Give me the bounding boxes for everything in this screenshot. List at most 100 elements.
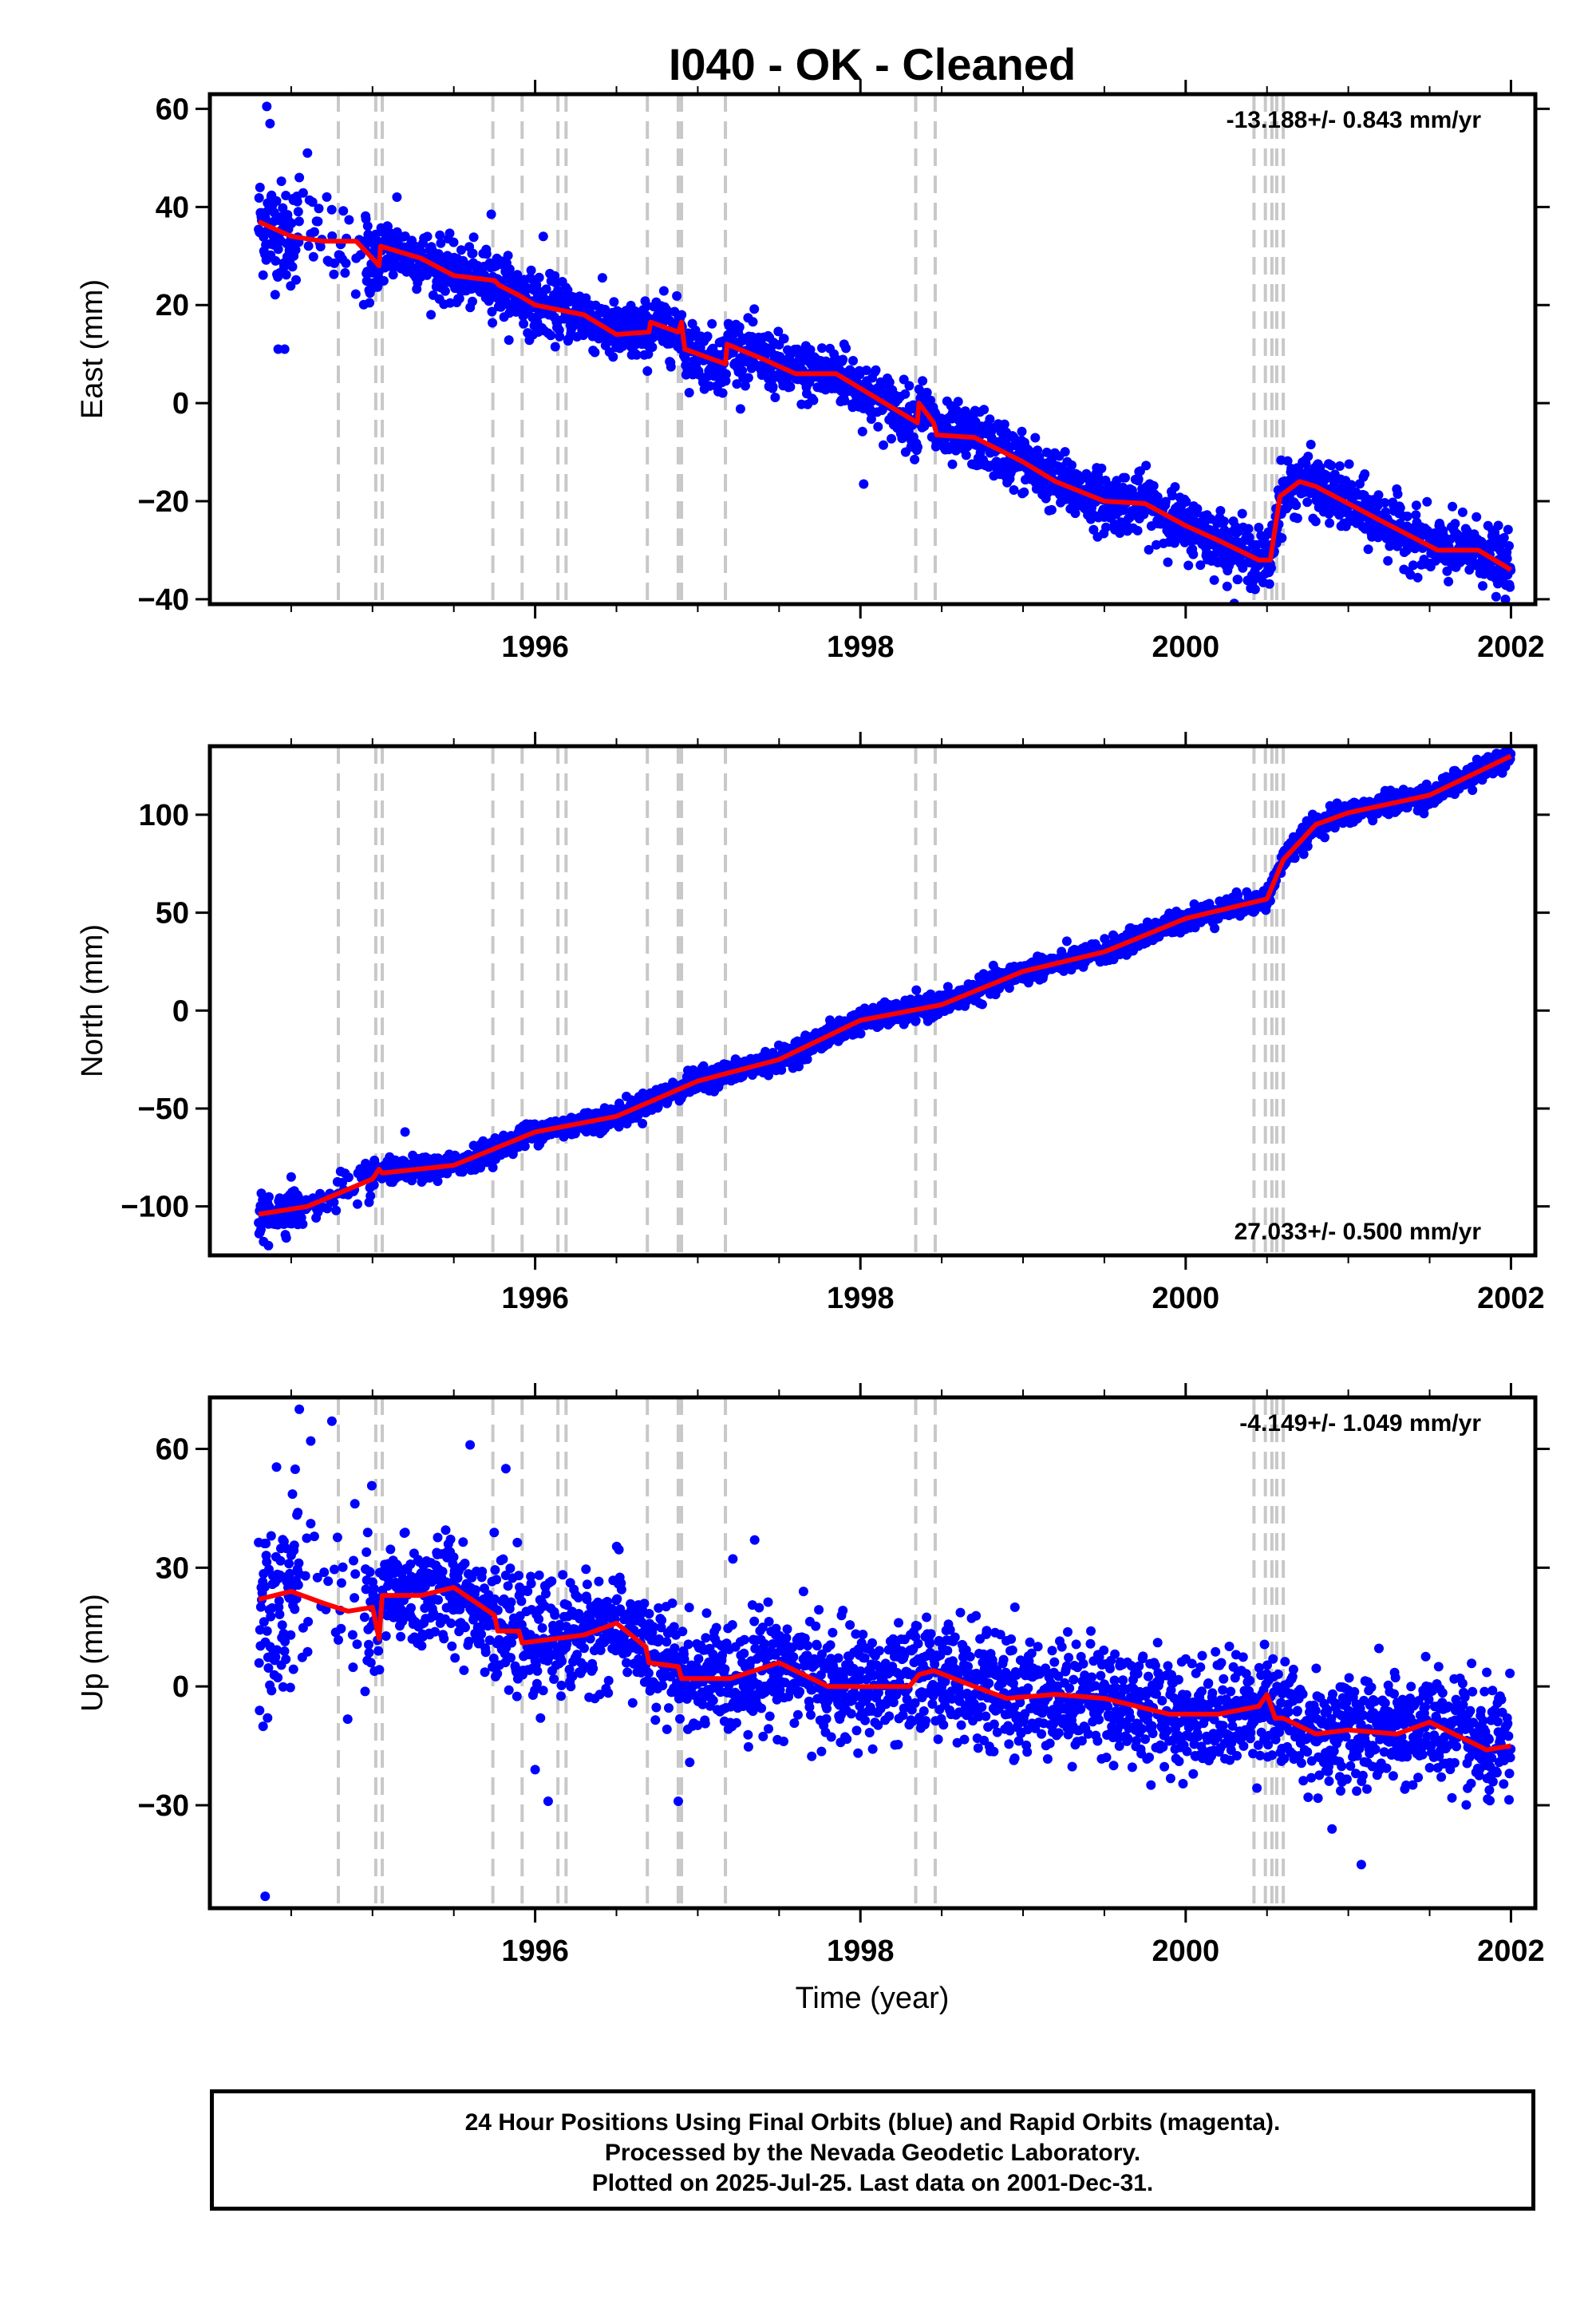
data-point (1250, 585, 1260, 595)
data-point (856, 1029, 866, 1038)
data-point (389, 270, 398, 279)
data-point (913, 442, 922, 452)
data-point (598, 273, 607, 283)
data-point (363, 221, 373, 231)
data-point (609, 297, 618, 306)
data-point (1360, 469, 1369, 479)
data-point (344, 215, 354, 225)
data-point (879, 441, 888, 450)
data-point (288, 262, 298, 271)
data-point (985, 414, 994, 424)
data-point (365, 298, 374, 307)
data-point (302, 148, 312, 158)
data-point (1345, 460, 1354, 469)
data-point (770, 393, 780, 402)
data-point (1422, 497, 1432, 507)
data-point (808, 396, 818, 405)
data-point (1335, 461, 1345, 471)
data-point (1265, 579, 1274, 589)
data-point (313, 217, 322, 227)
data-point (911, 1016, 921, 1026)
data-point (1413, 573, 1423, 583)
data-point (1120, 473, 1130, 483)
data-point (838, 355, 847, 365)
data-point (435, 231, 444, 240)
data-point (1215, 506, 1225, 516)
data-point (304, 241, 314, 251)
data-point (590, 348, 599, 358)
data-point (721, 370, 731, 379)
data-point (298, 1219, 307, 1229)
data-point (749, 304, 759, 314)
data-point (322, 192, 332, 202)
data-point (342, 259, 351, 268)
data-point (1383, 556, 1393, 566)
data-point (264, 1192, 274, 1202)
data-point (608, 352, 618, 362)
data-point (1499, 533, 1509, 543)
data-point (445, 228, 455, 238)
data-point (1293, 513, 1302, 523)
y-axis-label: East (mm) (76, 279, 109, 419)
data-point (309, 252, 318, 262)
data-point (504, 251, 513, 260)
data-point (638, 1119, 647, 1128)
data-point (718, 389, 728, 398)
data-point (298, 188, 308, 198)
data-point (1096, 464, 1106, 473)
data-point (255, 183, 265, 192)
data-point (873, 422, 883, 432)
x-tick-label: 1998 (827, 630, 895, 664)
data-point (488, 318, 497, 328)
data-point (539, 231, 548, 241)
x-tick-label: 2000 (1152, 630, 1220, 664)
data-point (1017, 427, 1027, 437)
data-point (519, 319, 528, 329)
data-point (546, 330, 555, 340)
data-point (1133, 526, 1143, 536)
data-point (423, 231, 433, 241)
x-tick-label: 1996 (501, 630, 569, 664)
data-point (280, 345, 290, 354)
data-point (1163, 558, 1173, 567)
x-tick-label: 2002 (1477, 630, 1545, 664)
data-point (527, 266, 536, 275)
data-point (1009, 485, 1019, 495)
data-point (282, 1233, 291, 1243)
data-point (294, 173, 304, 183)
data-point (542, 284, 551, 294)
data-point (672, 291, 681, 301)
data-point (555, 332, 564, 342)
data-point (271, 256, 280, 266)
data-point (310, 227, 319, 237)
data-point (1030, 433, 1040, 443)
data-point (948, 460, 958, 469)
data-point (255, 193, 264, 203)
data-point (331, 1206, 341, 1215)
data-point (274, 244, 283, 254)
data-point (353, 1199, 362, 1209)
data-point (277, 176, 286, 186)
data-point (904, 381, 914, 390)
data-point (918, 376, 927, 385)
data-point (1223, 582, 1232, 591)
data-point (1291, 500, 1301, 510)
data-point (887, 434, 896, 444)
data-point (647, 342, 657, 352)
data-point (1503, 525, 1513, 535)
data-point (954, 397, 963, 406)
data-point (859, 480, 868, 489)
data-point (900, 389, 910, 399)
data-point (1062, 936, 1072, 946)
data-point (469, 232, 479, 242)
plot-frame (210, 94, 1535, 604)
data-point (282, 270, 291, 279)
data-point (749, 317, 758, 326)
data-point (911, 986, 921, 995)
data-point (1491, 592, 1501, 602)
data-point (338, 206, 348, 215)
data-point (1364, 544, 1373, 554)
data-point (659, 287, 669, 296)
data-point (1238, 509, 1247, 519)
